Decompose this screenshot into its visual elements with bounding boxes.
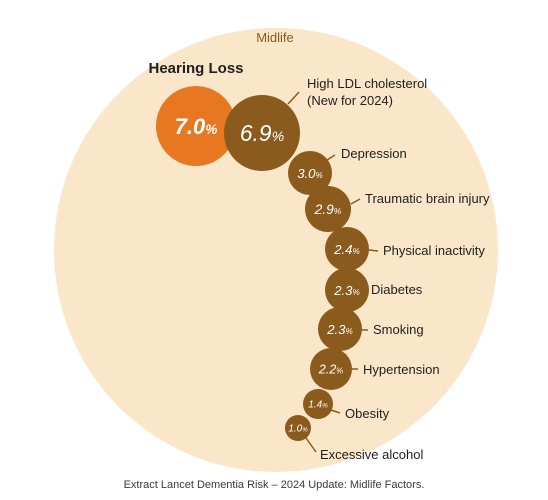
factor-label: Excessive alcohol — [320, 447, 423, 462]
factor-label: Hypertension — [363, 362, 440, 377]
bubble-value: 2.9% — [314, 202, 342, 217]
leader-line — [326, 154, 336, 161]
bubble-smoking — [318, 307, 362, 351]
factor-label: High LDL cholesterol — [307, 76, 427, 91]
bubble-physical-inactivity — [325, 227, 369, 271]
bubble-hearing-loss — [156, 86, 236, 166]
bubble-obesity — [303, 389, 333, 419]
leader-line — [368, 249, 379, 252]
risk-factor-bubble-diagram: Midlife Hearing Loss 7.0% 6.9% High LDL ch… — [54, 28, 498, 472]
bubble-value: 1.4% — [308, 400, 328, 411]
bubbles-group: 7.0% 6.9% High LDL cholesterol (New for 202… — [156, 76, 490, 462]
leader-line — [287, 91, 300, 105]
bubble-value: 1.0% — [288, 424, 308, 435]
bubble-high-ldl-cholesterol — [224, 95, 300, 171]
factor-label: Physical inactivity — [383, 243, 485, 258]
section-label: Midlife — [256, 30, 294, 45]
bubble-value: 3.0% — [297, 166, 323, 181]
factor-note: (New for 2024) — [307, 93, 393, 108]
leader-line — [350, 198, 361, 205]
bubble-value: 2.3% — [333, 283, 360, 298]
caption: Extract Lancet Dementia Risk – 2024 Upda… — [123, 479, 425, 491]
bubble-traumatic-brain-injury — [305, 186, 351, 232]
factor-label: Traumatic brain injury — [365, 191, 490, 206]
bubble-excessive-alcohol — [285, 415, 311, 441]
bubble-value: 2.2% — [318, 363, 344, 377]
leader-line — [305, 437, 317, 453]
factor-label: Depression — [341, 146, 407, 161]
bubble-depression — [288, 151, 332, 195]
bubble-diabetes — [325, 268, 369, 312]
highlight-label: Hearing Loss — [148, 60, 243, 77]
leader-line — [330, 409, 341, 414]
bubble-value: 6.9% — [240, 120, 284, 146]
bubble-value: 7.0% — [175, 114, 218, 139]
bubble-hypertension — [310, 348, 352, 390]
bubble-value: 2.3% — [326, 322, 353, 337]
factor-label: Obesity — [345, 406, 390, 421]
bubble-value: 2.4% — [333, 242, 360, 257]
factor-label: Smoking — [373, 322, 424, 337]
factor-label: Diabetes — [371, 282, 423, 297]
